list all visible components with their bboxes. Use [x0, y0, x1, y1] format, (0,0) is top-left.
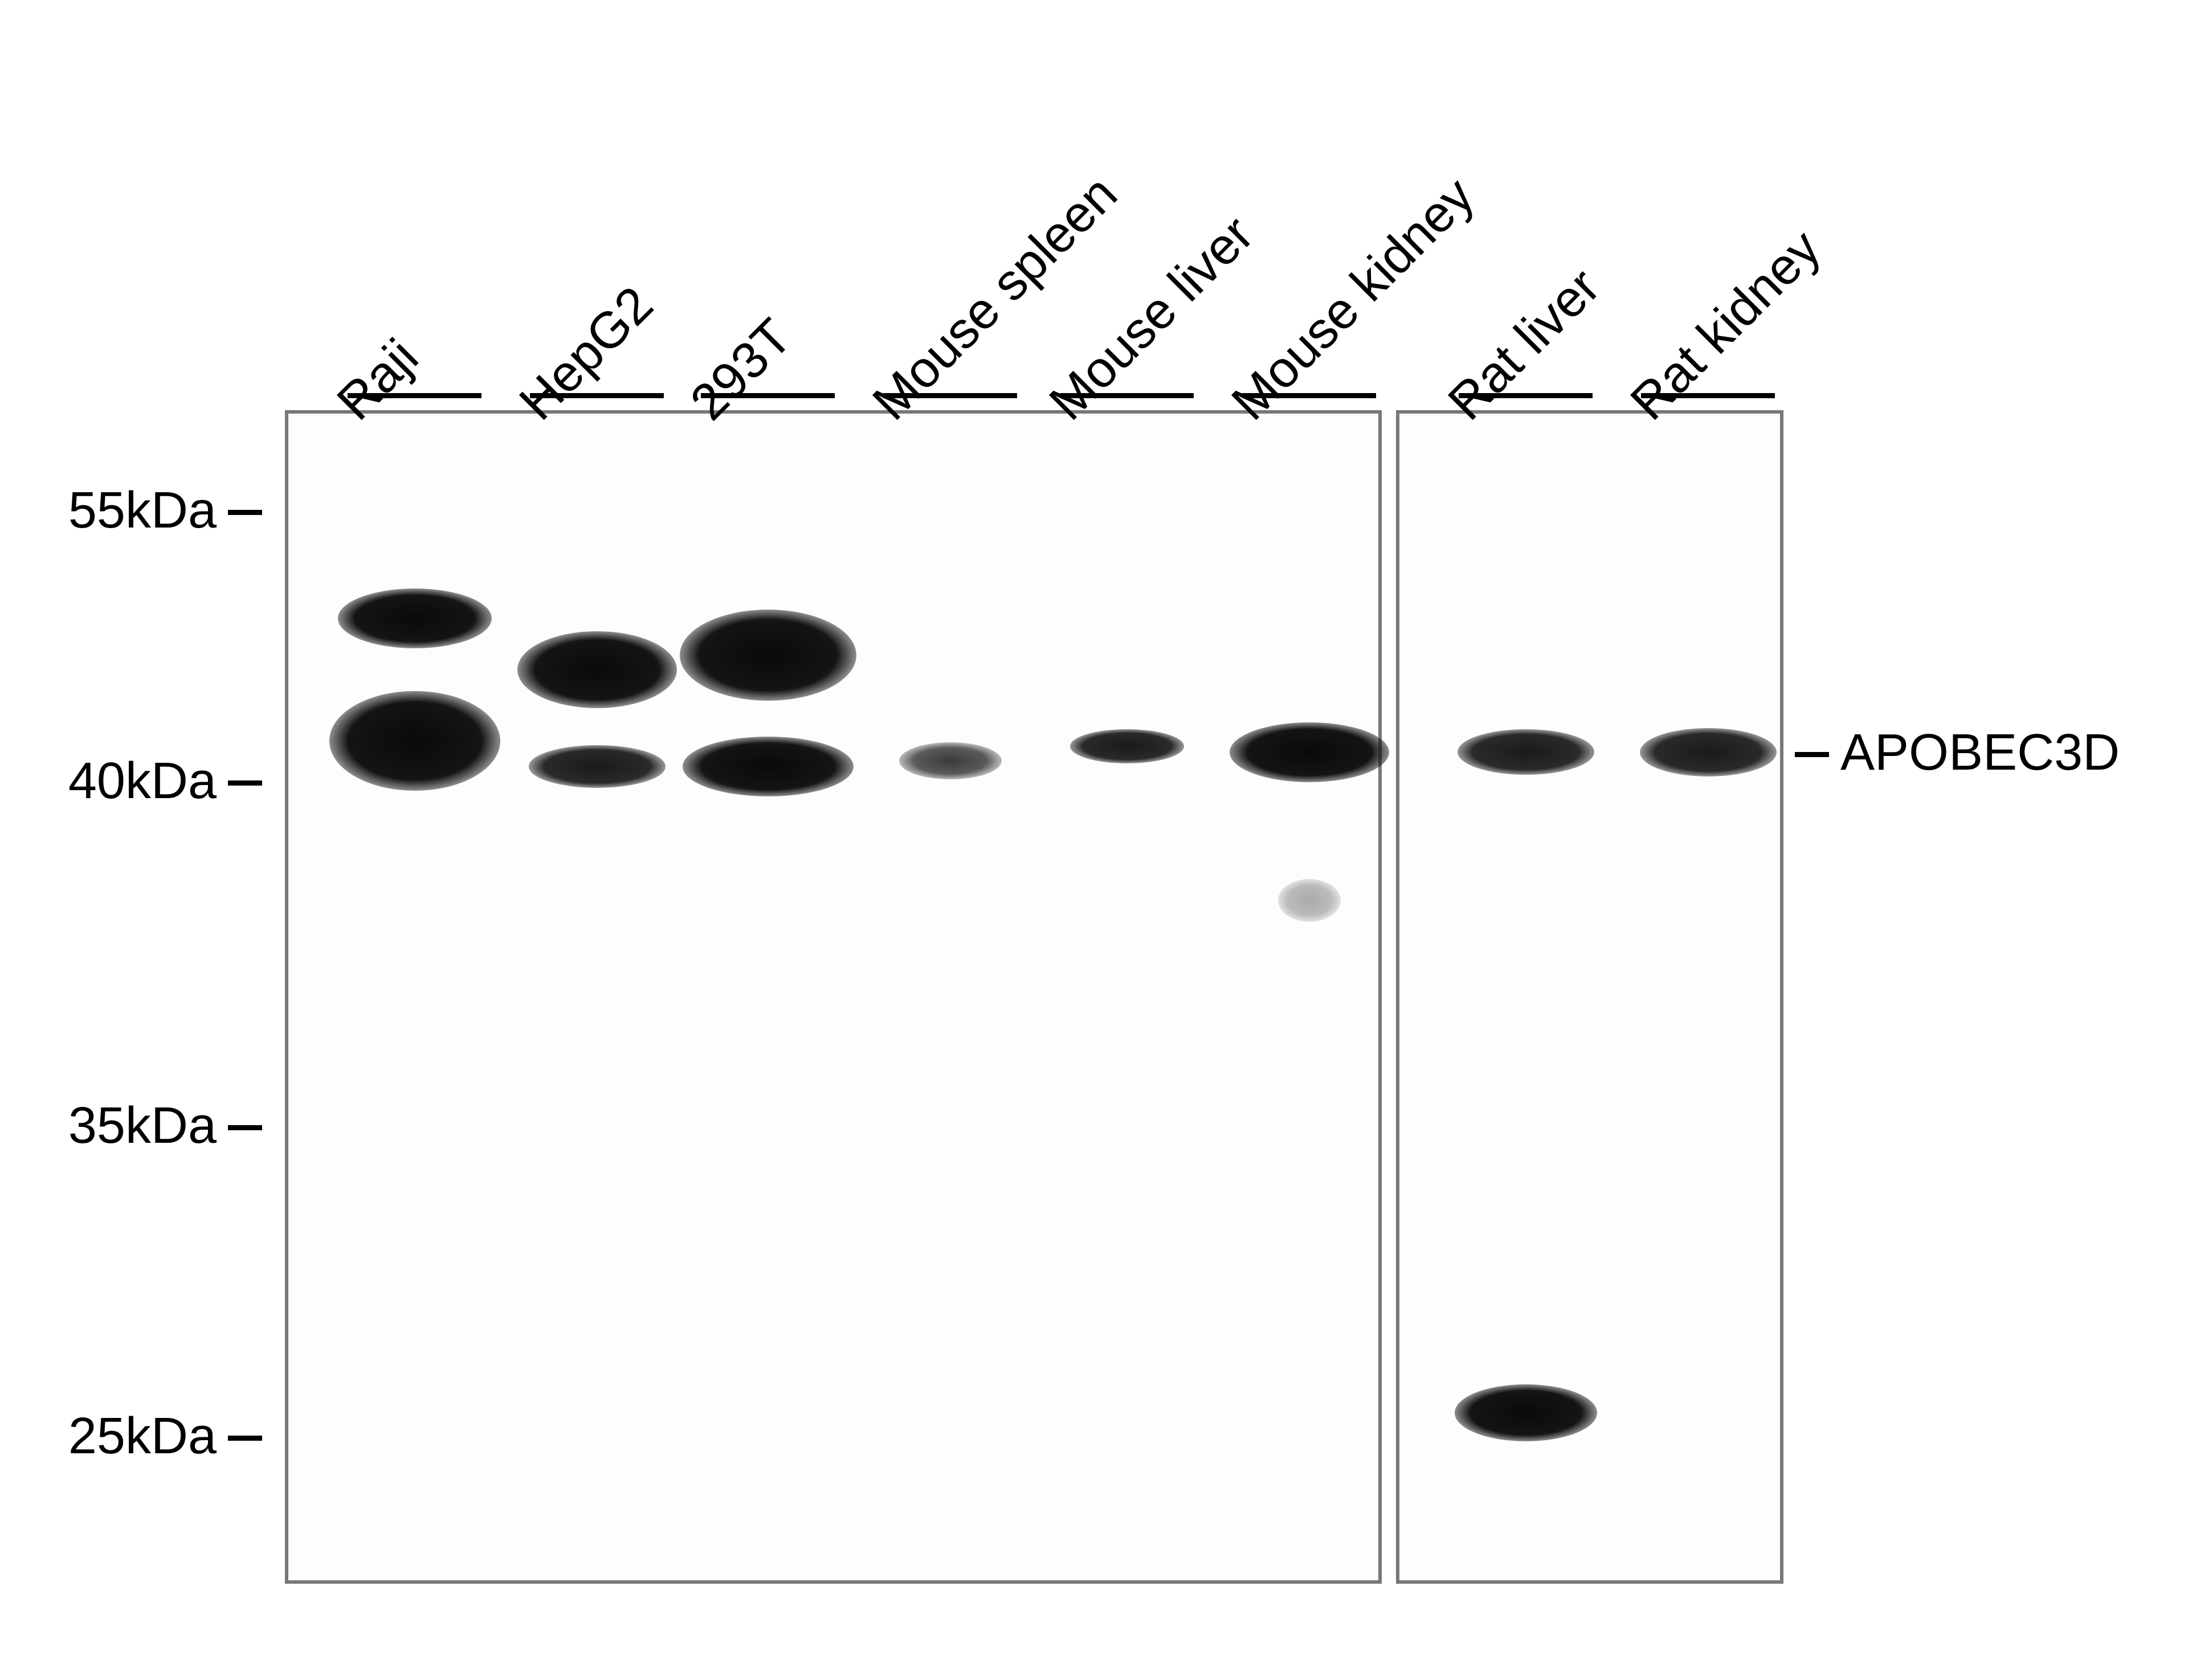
- blot-band: [899, 742, 1002, 779]
- ladder-tick: [228, 510, 262, 515]
- blot-band: [529, 745, 666, 788]
- western-blot-figure: 55kDa40kDa35kDa25kDa RajiHepG2293TMouse …: [0, 0, 2188, 1680]
- blot-band: [680, 610, 856, 701]
- lane-label: Rat liver: [1437, 257, 1611, 432]
- protein-label: APOBEC3D: [1840, 723, 2120, 782]
- ladder-tick: [228, 780, 262, 786]
- ladder-label: 35kDa: [34, 1097, 217, 1155]
- membrane-panel-1: [285, 410, 1382, 1584]
- blot-band: [1458, 729, 1594, 775]
- blot-band: [683, 737, 854, 796]
- blot-band: [1070, 729, 1184, 763]
- ladder-tick: [228, 1436, 262, 1441]
- lane-label: Rat kidney: [1619, 219, 1832, 432]
- blot-band: [1640, 728, 1777, 776]
- blot-band: [1230, 722, 1389, 782]
- ladder-label: 55kDa: [34, 481, 217, 540]
- blot-band: [329, 691, 500, 791]
- ladder-label: 25kDa: [34, 1407, 217, 1466]
- lane-label: HepG2: [508, 276, 664, 432]
- ladder-label: 40kDa: [34, 752, 217, 811]
- protein-tick: [1795, 752, 1829, 757]
- blot-band: [1455, 1384, 1597, 1441]
- blot-band: [1278, 879, 1341, 922]
- blot-band: [338, 588, 492, 648]
- ladder-tick: [228, 1125, 262, 1130]
- blot-band: [517, 631, 677, 708]
